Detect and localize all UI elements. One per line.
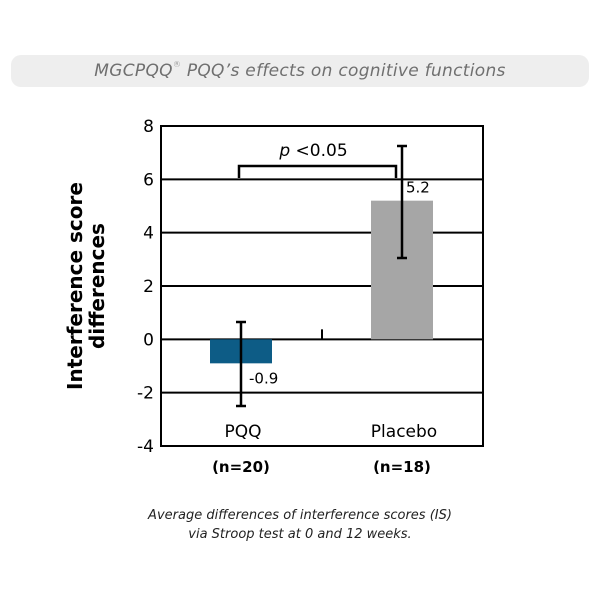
grid-lines	[161, 178, 483, 394]
chart-title-banner: MGCPQQ® PQQ’s effects on cognitive funct…	[11, 55, 589, 87]
y-tick-label: 8	[143, 117, 154, 137]
sample-size-label: (n=18)	[373, 458, 431, 476]
y-axis-title-line: differences	[85, 223, 109, 349]
y-tick-label: -4	[137, 437, 154, 457]
significance-label: p <0.05	[278, 141, 347, 161]
plot-frame	[160, 125, 484, 447]
registered-mark: ®	[172, 60, 182, 70]
figure-caption: Average differences of interference scor…	[0, 506, 600, 544]
value-label: -0.9	[249, 369, 278, 387]
y-tick-label: -2	[137, 384, 154, 404]
sample-size-label: (n=20)	[212, 458, 270, 476]
error-bars	[236, 144, 407, 408]
x-tick-label: Placebo	[371, 422, 437, 442]
y-tick-label: 6	[143, 170, 154, 190]
significance-bracket-line	[237, 164, 398, 178]
y-axis-ticks: -4 -2 0 2 4 6 8	[137, 117, 154, 457]
data-labels: PQQ Placebo (n=20) (n=18) -0.9 5.2	[212, 179, 437, 476]
x-tick-label: PQQ	[224, 422, 261, 442]
plot-border	[160, 125, 484, 447]
value-label: 5.2	[406, 179, 430, 197]
caption-line-2: via Stroop test at 0 and 12 weeks.	[188, 527, 412, 542]
y-tick-label: 0	[143, 330, 154, 350]
y-axis-title-line: Interference score	[63, 182, 87, 390]
caption-line-1: Average differences of interference scor…	[148, 508, 452, 523]
y-tick-label: 4	[143, 224, 154, 244]
chart-title: MGCPQQ® PQQ’s effects on cognitive funct…	[94, 60, 506, 81]
y-tick-label: 2	[143, 277, 154, 297]
significance-bracket: p <0.05	[237, 141, 398, 178]
